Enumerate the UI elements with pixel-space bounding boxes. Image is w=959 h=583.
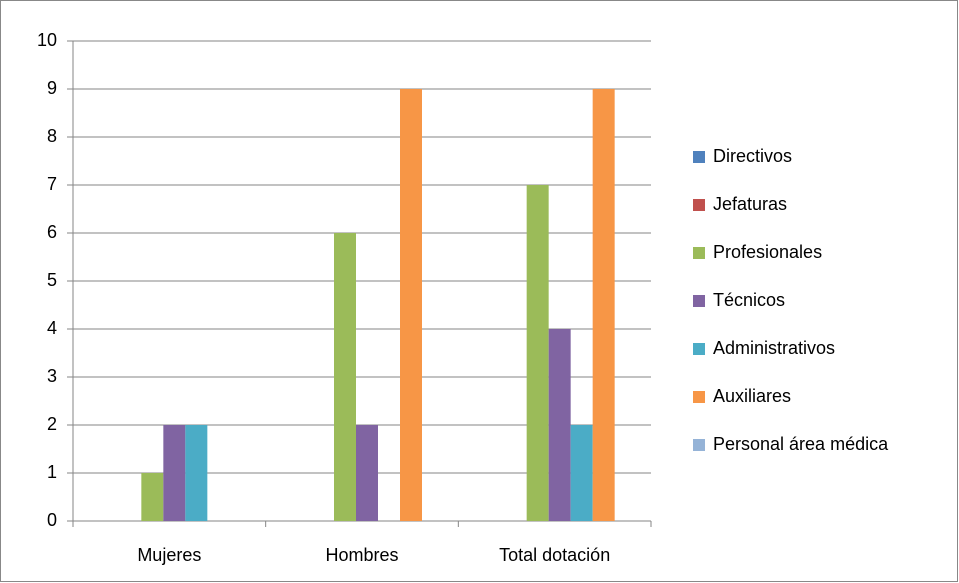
y-tick-label: 4: [47, 318, 57, 338]
y-tick-label: 1: [47, 462, 57, 482]
bar: [400, 89, 422, 521]
legend-label: Profesionales: [713, 242, 822, 262]
legend-swatch: [693, 343, 705, 355]
legend-label: Directivos: [713, 146, 792, 166]
legend-swatch: [693, 295, 705, 307]
bar: [163, 425, 186, 521]
bar: [356, 425, 378, 521]
legend-label: Personal área médica: [713, 434, 889, 454]
legend-swatch: [693, 439, 705, 451]
y-tick-label: 2: [47, 414, 57, 434]
bar: [141, 473, 164, 521]
y-tick-label: 6: [47, 222, 57, 242]
legend-swatch: [693, 151, 705, 163]
legend-label: Auxiliares: [713, 386, 791, 406]
y-tick-label: 0: [47, 510, 57, 530]
y-tick-label: 7: [47, 174, 57, 194]
y-tick-label: 8: [47, 126, 57, 146]
y-tick-label: 9: [47, 78, 57, 98]
bar: [334, 233, 356, 521]
bar: [548, 329, 571, 521]
bar: [526, 185, 549, 521]
bar: [570, 425, 593, 521]
legend-swatch: [693, 199, 705, 211]
bar: [185, 425, 208, 521]
legend-label: Administrativos: [713, 338, 835, 358]
y-tick-label: 5: [47, 270, 57, 290]
x-tick-label: Mujeres: [137, 545, 201, 565]
y-tick-label: 10: [37, 30, 57, 50]
y-tick-label: 3: [47, 366, 57, 386]
bar: [592, 89, 615, 521]
legend-label: Jefaturas: [713, 194, 787, 214]
legend-swatch: [693, 391, 705, 403]
legend-label: Técnicos: [713, 290, 785, 310]
legend-swatch: [693, 247, 705, 259]
x-tick-label: Hombres: [325, 545, 398, 565]
x-tick-label: Total dotación: [499, 545, 610, 565]
